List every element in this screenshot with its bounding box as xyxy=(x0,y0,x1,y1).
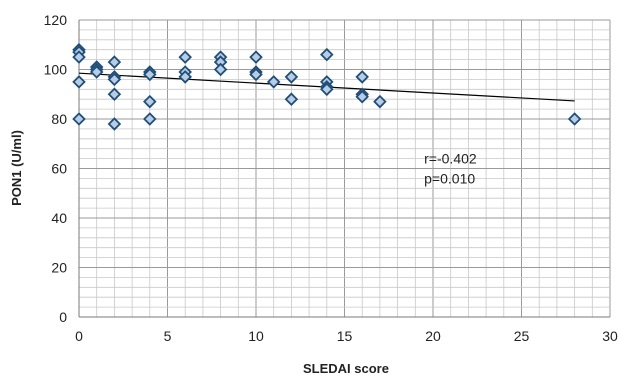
x-tick-label: 25 xyxy=(514,328,530,344)
x-tick-labels: 0 5 10 15 20 25 30 xyxy=(75,328,618,344)
y-tick-label: 100 xyxy=(44,62,68,78)
data-point xyxy=(178,70,192,84)
y-tick-label: 0 xyxy=(59,309,67,325)
data-point xyxy=(213,62,228,77)
data-point xyxy=(355,89,369,104)
data-point xyxy=(107,72,122,87)
x-tick-label: 10 xyxy=(248,328,264,344)
annotations: r=-0.402 p=0.010 xyxy=(424,151,477,187)
x-tick-label: 15 xyxy=(337,328,353,344)
axes xyxy=(78,20,610,318)
data-point xyxy=(320,82,334,97)
y-tick-label: 120 xyxy=(44,12,68,28)
data-point xyxy=(72,112,86,126)
data-point xyxy=(249,67,263,82)
x-tick-label: 5 xyxy=(164,328,172,344)
data-point xyxy=(72,75,86,89)
y-tick-label: 40 xyxy=(51,210,67,226)
y-tick-label: 60 xyxy=(51,161,67,177)
y-axis-title: PON1 (U/ml) xyxy=(9,130,24,206)
data-point xyxy=(320,47,334,62)
annotation-text: p=0.010 xyxy=(424,170,475,186)
annotation-text: r=-0.402 xyxy=(424,151,477,167)
y-tick-label: 20 xyxy=(51,260,67,276)
data-point xyxy=(355,70,369,84)
data-point xyxy=(72,50,86,64)
grid xyxy=(78,19,611,318)
data-point xyxy=(284,92,299,106)
x-tick-label: 30 xyxy=(602,328,618,344)
data-point xyxy=(373,94,387,109)
y-tick-label: 80 xyxy=(51,111,67,127)
data-point xyxy=(178,50,192,64)
x-axis-title: SLEDAI score xyxy=(303,361,389,376)
data-point xyxy=(266,75,281,89)
y-tick-labels: 0 20 40 60 80 100 120 xyxy=(44,12,68,325)
data-point xyxy=(567,112,582,126)
data-point xyxy=(107,55,122,69)
data-point xyxy=(107,117,122,131)
x-tick-label: 20 xyxy=(425,328,441,344)
data-point xyxy=(143,67,157,82)
data-point xyxy=(284,70,299,84)
data-point xyxy=(143,112,157,126)
data-points xyxy=(72,42,582,131)
data-point xyxy=(89,65,104,79)
data-point xyxy=(107,87,122,102)
data-point xyxy=(249,50,263,64)
data-point xyxy=(143,94,157,109)
x-tick-label: 0 xyxy=(75,328,83,344)
